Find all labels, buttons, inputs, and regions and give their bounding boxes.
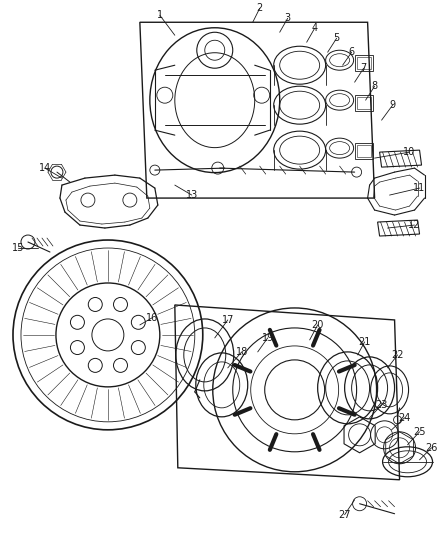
Text: 1: 1 — [157, 10, 163, 20]
Text: 25: 25 — [413, 427, 426, 437]
Text: 4: 4 — [311, 23, 318, 33]
Text: 18: 18 — [236, 347, 248, 357]
Text: 5: 5 — [333, 33, 340, 43]
Text: 11: 11 — [413, 183, 426, 193]
Text: 14: 14 — [39, 163, 51, 173]
Bar — [355, 95, 373, 111]
Text: 2: 2 — [257, 3, 263, 13]
Text: 7: 7 — [360, 63, 367, 73]
Text: 21: 21 — [358, 337, 371, 347]
Bar — [357, 145, 371, 157]
Text: 23: 23 — [375, 400, 388, 410]
Text: 16: 16 — [146, 313, 158, 323]
Text: 13: 13 — [186, 190, 198, 200]
Text: 19: 19 — [261, 333, 274, 343]
Text: 3: 3 — [285, 13, 291, 23]
Text: 12: 12 — [408, 220, 421, 230]
Text: 22: 22 — [391, 350, 404, 360]
Text: 27: 27 — [339, 510, 351, 520]
Text: 26: 26 — [425, 443, 438, 453]
Bar — [357, 57, 371, 69]
Bar — [355, 143, 373, 159]
Text: 6: 6 — [349, 47, 355, 57]
Text: 8: 8 — [371, 81, 378, 91]
Text: 9: 9 — [389, 100, 396, 110]
Text: 24: 24 — [399, 413, 411, 423]
Bar — [357, 97, 371, 109]
Text: 15: 15 — [12, 243, 24, 253]
Text: 10: 10 — [403, 147, 416, 157]
Bar — [355, 55, 373, 71]
Text: 17: 17 — [222, 315, 234, 325]
Text: 20: 20 — [311, 320, 324, 330]
